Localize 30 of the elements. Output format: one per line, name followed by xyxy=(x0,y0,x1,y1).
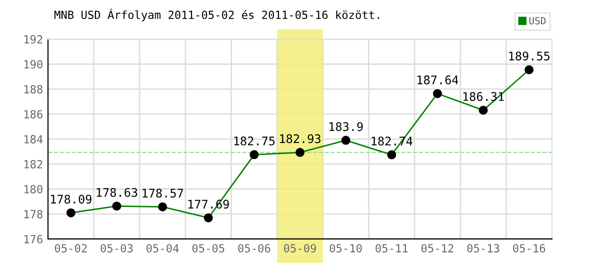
x-tick-label: 05-13 xyxy=(467,244,500,252)
data-label: 178.63 xyxy=(96,188,138,197)
x-tick-label: 05-03 xyxy=(100,244,133,252)
x-tick-label: 05-09 xyxy=(284,244,316,252)
legend-label: USD xyxy=(529,17,546,24)
data-label: 182.75 xyxy=(234,136,275,146)
data-label: 187.64 xyxy=(418,75,458,84)
x-tick-label: 05-10 xyxy=(330,244,362,252)
y-tick-label: 176 xyxy=(24,234,42,244)
y-tick-label: 178 xyxy=(24,210,42,218)
y-tick-label: 186 xyxy=(24,110,42,118)
x-tick-label: 05-05 xyxy=(192,244,224,252)
y-tick-label: 184 xyxy=(24,135,43,144)
data-label: 178.09 xyxy=(51,194,92,204)
x-tick-label: 05-12 xyxy=(421,244,454,252)
data-label: 178.57 xyxy=(142,188,183,198)
chart-title: MNB USD Árfolyam 2011-05-02 és 2011-05-16 között. xyxy=(54,8,380,22)
data-label: 183.9 xyxy=(329,122,363,132)
x-tick-label: 05-02 xyxy=(54,244,87,252)
y-tick-label: 188 xyxy=(24,85,42,94)
x-tick-label: 05-04 xyxy=(146,244,179,252)
x-tick-label: 05-06 xyxy=(238,244,270,252)
x-tick-label: 05-16 xyxy=(513,244,546,252)
y-tick-label: 192 xyxy=(24,35,42,44)
x-tick-label: 05-11 xyxy=(376,244,408,252)
data-label: 189.55 xyxy=(509,52,550,61)
y-tick-label: 182 xyxy=(24,160,42,168)
data-label: 182.93 xyxy=(280,134,320,144)
y-tick-label: 180 xyxy=(24,185,42,194)
y-tick-label: 190 xyxy=(24,60,42,69)
